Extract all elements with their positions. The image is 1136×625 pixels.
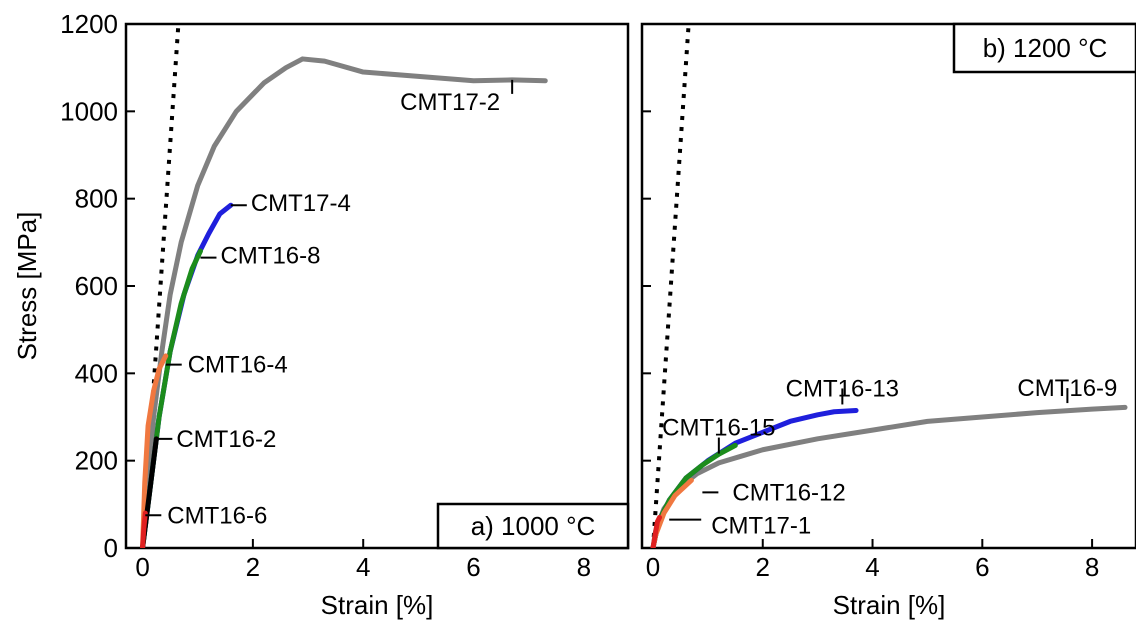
elastic-reference-line xyxy=(650,24,691,548)
y-axis-label: Stress [MPa] xyxy=(12,212,42,361)
panel-label-box xyxy=(436,502,630,550)
annotation-label: CMT16-15 xyxy=(662,415,775,442)
annotation-label: CMT16-12 xyxy=(732,479,845,506)
annotation-label: CMT16-9 xyxy=(1017,375,1117,402)
panel-b-1200c: 0 2 4 6 8 Strain [%] CMT16-9 CMT16-13 CMT16-15 CM… xyxy=(640,22,1136,620)
x-tick-label: 2 xyxy=(246,552,260,582)
x-axis-label: Strain [%] xyxy=(321,590,434,620)
x-tick-label: 6 xyxy=(975,552,989,582)
panel-label-box xyxy=(952,22,1136,74)
series-curve-cmt16-4 xyxy=(140,353,169,548)
y-tick-label: 0 xyxy=(104,533,118,563)
annotation-label: CMT16-13 xyxy=(786,375,899,402)
series-curve-cmt17-1 xyxy=(650,514,663,548)
series-curve-cmt17-2 xyxy=(140,56,548,548)
annotation-label: CMT17-1 xyxy=(711,513,811,540)
y-tick-label: 200 xyxy=(75,446,118,476)
panel-label: a) 1000 °C xyxy=(471,511,596,541)
x-tick-label: 0 xyxy=(135,552,149,582)
annotation-label: CMT16-8 xyxy=(220,243,320,270)
y-tick-label: 600 xyxy=(75,271,118,301)
x-tick-label: 6 xyxy=(466,552,480,582)
y-tick-label: 1000 xyxy=(60,96,118,126)
annotation-label: CMT16-6 xyxy=(167,502,267,529)
annotation-label: CMT17-4 xyxy=(251,190,351,217)
x-tick-label: 8 xyxy=(1085,552,1099,582)
series-curve-cmt16-6 xyxy=(140,510,148,548)
plot-frame xyxy=(640,22,1136,550)
annotation-label: CMT17-2 xyxy=(400,89,500,116)
x-tick-label: 4 xyxy=(356,552,370,582)
plot-frame xyxy=(124,22,630,550)
x-tick-label: 4 xyxy=(865,552,879,582)
annotation-label: CMT16-4 xyxy=(188,352,288,379)
y-tick-label: 800 xyxy=(75,184,118,214)
panel-a-1000c: 0 200 400 600 800 1000 1200 0 2 4 6 8 Strain [%] Stre… xyxy=(12,9,630,620)
x-tick-label: 8 xyxy=(577,552,591,582)
y-tick-label: 400 xyxy=(75,358,118,388)
annotation-label: CMT16-2 xyxy=(176,426,276,453)
x-tick-label: 2 xyxy=(756,552,770,582)
x-axis-label: Strain [%] xyxy=(833,590,946,620)
x-tick-label: 0 xyxy=(646,552,660,582)
panel-label: b) 1200 °C xyxy=(983,33,1108,63)
y-tick-label: 1200 xyxy=(60,9,118,39)
